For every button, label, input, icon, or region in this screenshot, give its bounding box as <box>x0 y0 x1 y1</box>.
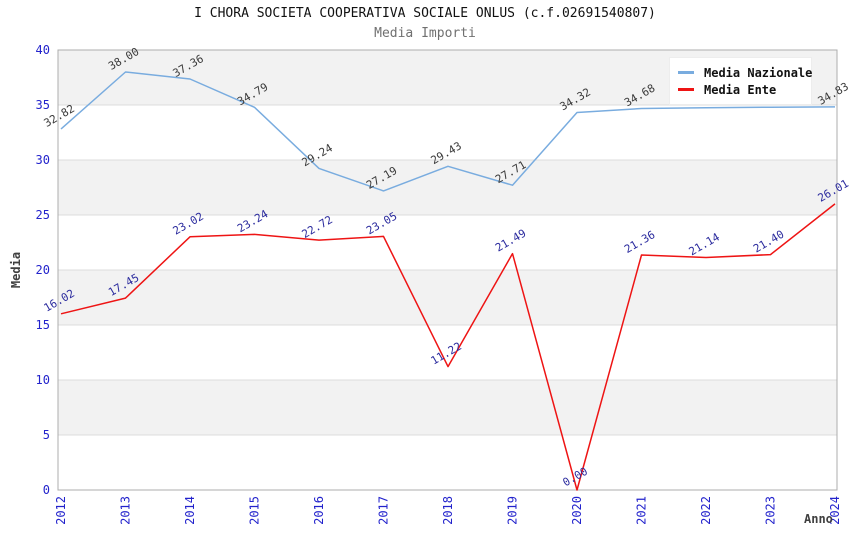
x-tick-label: 2015 <box>248 496 262 525</box>
plot-border <box>57 49 838 491</box>
legend-item-media-nazionale: Media Nazionale <box>678 64 812 81</box>
x-tick-label: 2019 <box>506 496 520 525</box>
y-axis-title: Media <box>9 251 23 289</box>
x-tick-label: 2020 <box>570 496 584 525</box>
legend-label-media-nazionale: Media Nazionale <box>704 65 813 80</box>
x-tick-label: 2024 <box>828 496 842 525</box>
shaded-band <box>58 380 837 435</box>
chart-legend: Media Nazionale Media Ente <box>669 57 812 105</box>
legend-label-media-ente: Media Ente <box>704 82 777 97</box>
x-tick-label: 2013 <box>119 496 133 525</box>
y-tick-label: 30 <box>36 153 50 167</box>
x-tick-label: 2016 <box>312 496 326 525</box>
y-tick-label: 20 <box>36 263 50 277</box>
y-tick-label: 40 <box>36 43 50 57</box>
legend-item-media-ente: Media Ente <box>678 81 803 98</box>
y-tick-label: 25 <box>36 208 50 222</box>
legend-swatch-media-ente <box>678 88 694 91</box>
shaded-band <box>58 160 837 215</box>
y-tick-label: 0 <box>43 483 50 497</box>
shaded-band <box>58 270 837 325</box>
x-axis-title: Anno <box>804 512 833 526</box>
x-tick-label: 2017 <box>377 496 391 525</box>
series-line-media-nazionale <box>60 71 836 192</box>
chart-title: I CHORA SOCIETA COOPERATIVA SOCIALE ONLU… <box>194 6 656 21</box>
legend-swatch-media-nazionale <box>678 71 694 74</box>
series-line-media-ente <box>60 203 836 491</box>
x-tick-label: 2014 <box>183 496 197 525</box>
chart-subtitle: Media Importi <box>374 26 476 41</box>
y-tick-label: 10 <box>36 373 50 387</box>
x-tick-label: 2023 <box>764 496 778 525</box>
y-tick-label: 35 <box>36 98 50 112</box>
y-tick-label: 5 <box>43 428 50 442</box>
x-tick-label: 2018 <box>441 496 455 525</box>
y-tick-label: 15 <box>36 318 50 332</box>
x-tick-label: 2021 <box>635 496 649 525</box>
x-tick-label: 2012 <box>54 496 68 525</box>
x-tick-label: 2022 <box>699 496 713 525</box>
